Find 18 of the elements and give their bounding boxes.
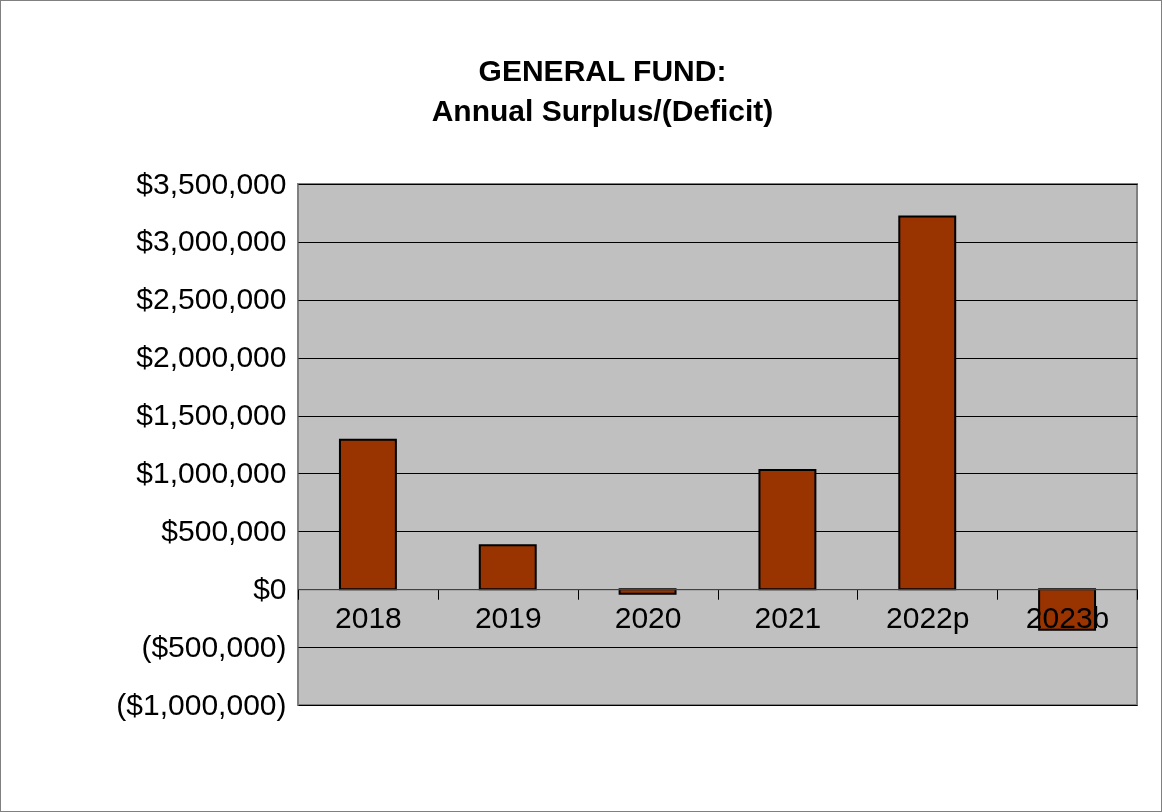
x-tick-label: 2022p [886, 600, 970, 634]
y-tick-label: $3,500,000 [136, 166, 287, 200]
y-tick-label: $0 [253, 571, 287, 605]
y-tick-label: $1,000,000 [136, 455, 287, 489]
y-tick-label: ($1,000,000) [116, 687, 287, 721]
y-tick-label: $2,500,000 [136, 282, 287, 316]
y-tick-label: $2,000,000 [136, 340, 287, 374]
y-tick-label: $1,500,000 [136, 398, 287, 432]
bar [618, 588, 677, 595]
chart-title: GENERAL FUND: Annual Surplus/(Deficit) [431, 54, 774, 127]
y-tick-label: $3,000,000 [136, 224, 287, 258]
x-tick-label: 2021 [754, 600, 822, 634]
bar [478, 544, 537, 591]
x-tick-label: 2019 [474, 600, 542, 634]
x-tick-label: 2018 [335, 600, 402, 634]
x-tick-label: 2020 [614, 600, 682, 634]
y-tick-label: $500,000 [161, 513, 287, 547]
y-tick-label: ($500,000) [141, 629, 287, 663]
